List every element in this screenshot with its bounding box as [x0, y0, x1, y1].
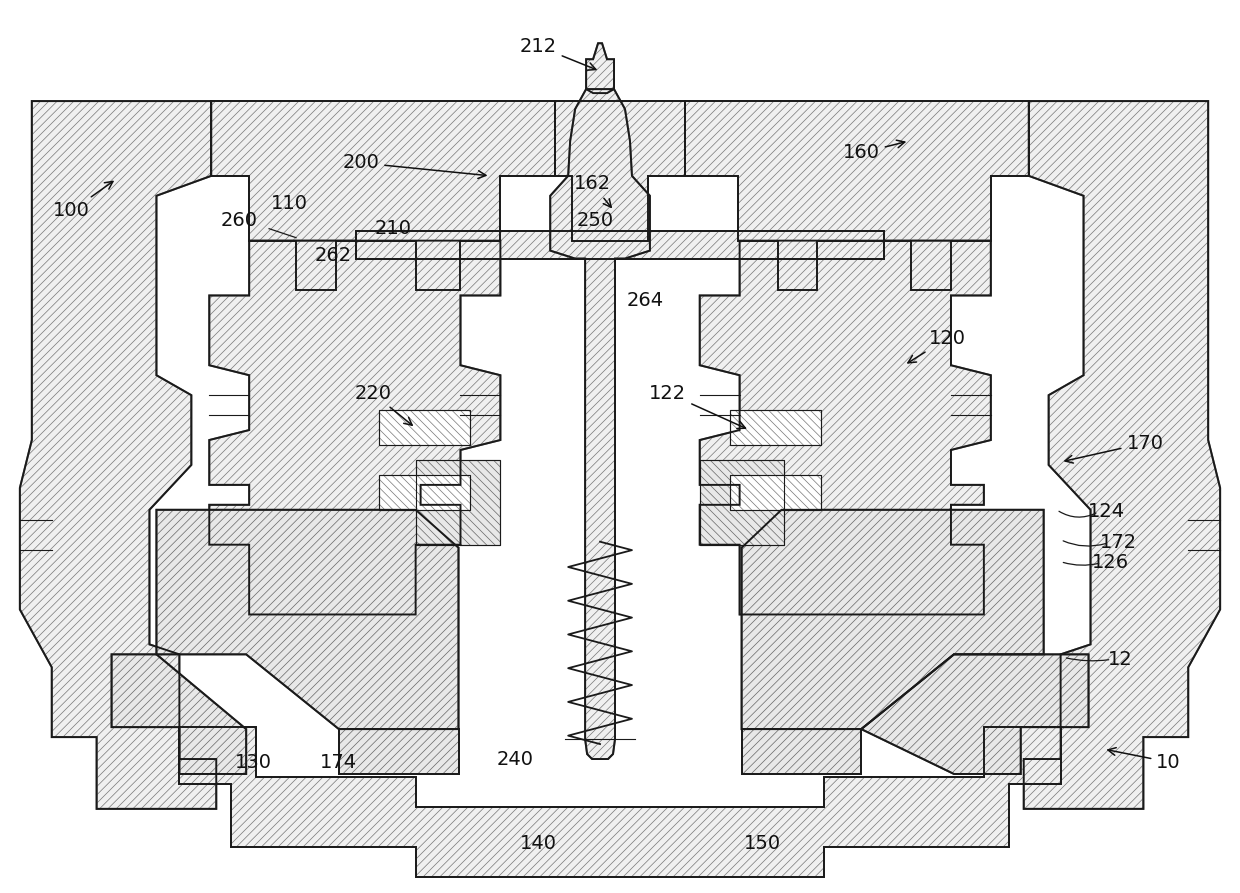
Polygon shape [699, 460, 785, 545]
Text: 262: 262 [314, 246, 351, 265]
Text: 170: 170 [1065, 433, 1163, 463]
Text: 120: 120 [908, 329, 966, 363]
Text: 212: 212 [520, 37, 596, 71]
Bar [729, 475, 821, 510]
Bar [729, 410, 821, 445]
Polygon shape [862, 655, 1089, 774]
Text: 264: 264 [626, 291, 663, 310]
Bar [356, 230, 884, 259]
Polygon shape [587, 43, 614, 93]
Text: 124: 124 [1087, 502, 1125, 522]
Text: 10: 10 [1107, 747, 1180, 772]
Text: 160: 160 [843, 140, 905, 163]
Text: 250: 250 [577, 212, 614, 230]
Polygon shape [551, 89, 650, 759]
Text: 200: 200 [342, 154, 486, 179]
Polygon shape [684, 101, 1029, 290]
Bar [378, 410, 470, 445]
Text: 122: 122 [650, 384, 745, 429]
Text: 220: 220 [355, 384, 412, 425]
Polygon shape [20, 101, 216, 809]
Polygon shape [156, 510, 459, 729]
Text: 12: 12 [1109, 650, 1133, 669]
Text: 130: 130 [234, 753, 272, 772]
Polygon shape [210, 240, 501, 614]
Polygon shape [742, 510, 1044, 729]
Text: 126: 126 [1092, 553, 1130, 572]
Text: 174: 174 [320, 753, 357, 772]
Polygon shape [339, 729, 459, 774]
Text: 110: 110 [270, 195, 308, 213]
Text: 140: 140 [520, 834, 557, 853]
Bar [356, 230, 884, 259]
Polygon shape [699, 240, 991, 614]
Bar [729, 475, 821, 510]
Polygon shape [556, 101, 684, 240]
Bar [378, 410, 470, 445]
Text: 260: 260 [221, 212, 258, 230]
Text: 210: 210 [374, 219, 412, 238]
Polygon shape [112, 655, 247, 774]
Bar [729, 410, 821, 445]
Text: 100: 100 [53, 181, 113, 221]
Polygon shape [180, 727, 1060, 877]
Polygon shape [415, 460, 501, 545]
Text: 240: 240 [497, 749, 534, 769]
Bar [378, 475, 470, 510]
Bar [378, 475, 470, 510]
Polygon shape [1024, 101, 1220, 809]
Polygon shape [742, 729, 862, 774]
Polygon shape [211, 101, 556, 290]
Text: 150: 150 [744, 834, 781, 853]
Text: 162: 162 [574, 174, 611, 207]
Text: 172: 172 [1100, 533, 1137, 552]
